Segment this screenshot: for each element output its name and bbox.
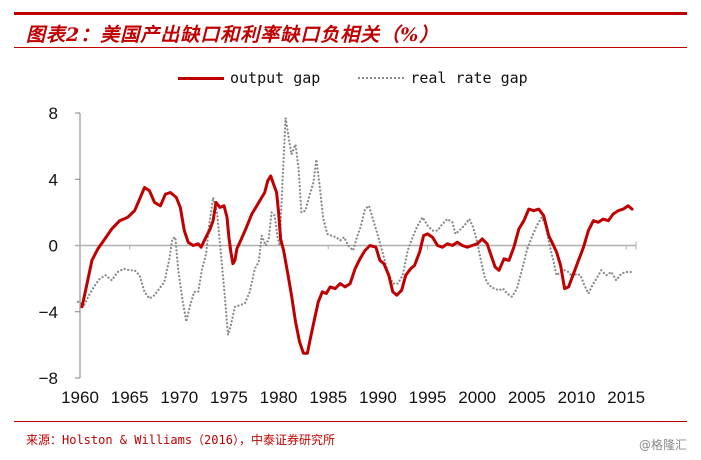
x-tick-label: 1965: [111, 388, 149, 407]
y-tick-label: −8: [39, 369, 58, 388]
x-tick-label: 2000: [458, 388, 496, 407]
series-group: [76, 116, 634, 355]
source-note: 来源：Holston & Williams（2016），中泰证券研究所: [26, 433, 335, 447]
series-line-real-rate-gap: [76, 116, 634, 336]
source-rule: [14, 421, 687, 422]
x-tick-label: 2010: [558, 388, 596, 407]
y-tick-label: 4: [49, 170, 58, 189]
x-tick-label: 1995: [409, 388, 447, 407]
x-tick-label: 1970: [160, 388, 198, 407]
title-rule: [14, 47, 687, 48]
legend-label: real rate gap: [410, 69, 528, 87]
series-line-output-gap: [80, 174, 634, 355]
x-tick-label: 2015: [607, 388, 645, 407]
top-rule: [14, 12, 687, 15]
legend-swatch-dotted: [358, 77, 405, 79]
x-tick-label: 1985: [309, 388, 347, 407]
y-tick-label: 8: [49, 104, 58, 123]
chart-title: 图表2：美国产出缺口和利率缺口负相关（%）: [26, 24, 440, 46]
x-tick-label: 1990: [359, 388, 397, 407]
legend-label: output gap: [230, 69, 321, 87]
legend-item-output-gap: output gap: [178, 69, 320, 87]
legend: output gap real rate gap: [178, 68, 566, 88]
legend-item-real-rate-gap: real rate gap: [358, 69, 528, 87]
x-tick-label: 1960: [61, 388, 99, 407]
legend-swatch-solid: [178, 76, 224, 80]
y-tick-label: 0: [49, 237, 58, 256]
x-tick-label: 2005: [508, 388, 546, 407]
x-tick-label: 1975: [210, 388, 248, 407]
watermark: @格隆汇: [638, 438, 687, 452]
x-tick-label: 1980: [260, 388, 298, 407]
y-tick-label: −4: [39, 303, 58, 322]
